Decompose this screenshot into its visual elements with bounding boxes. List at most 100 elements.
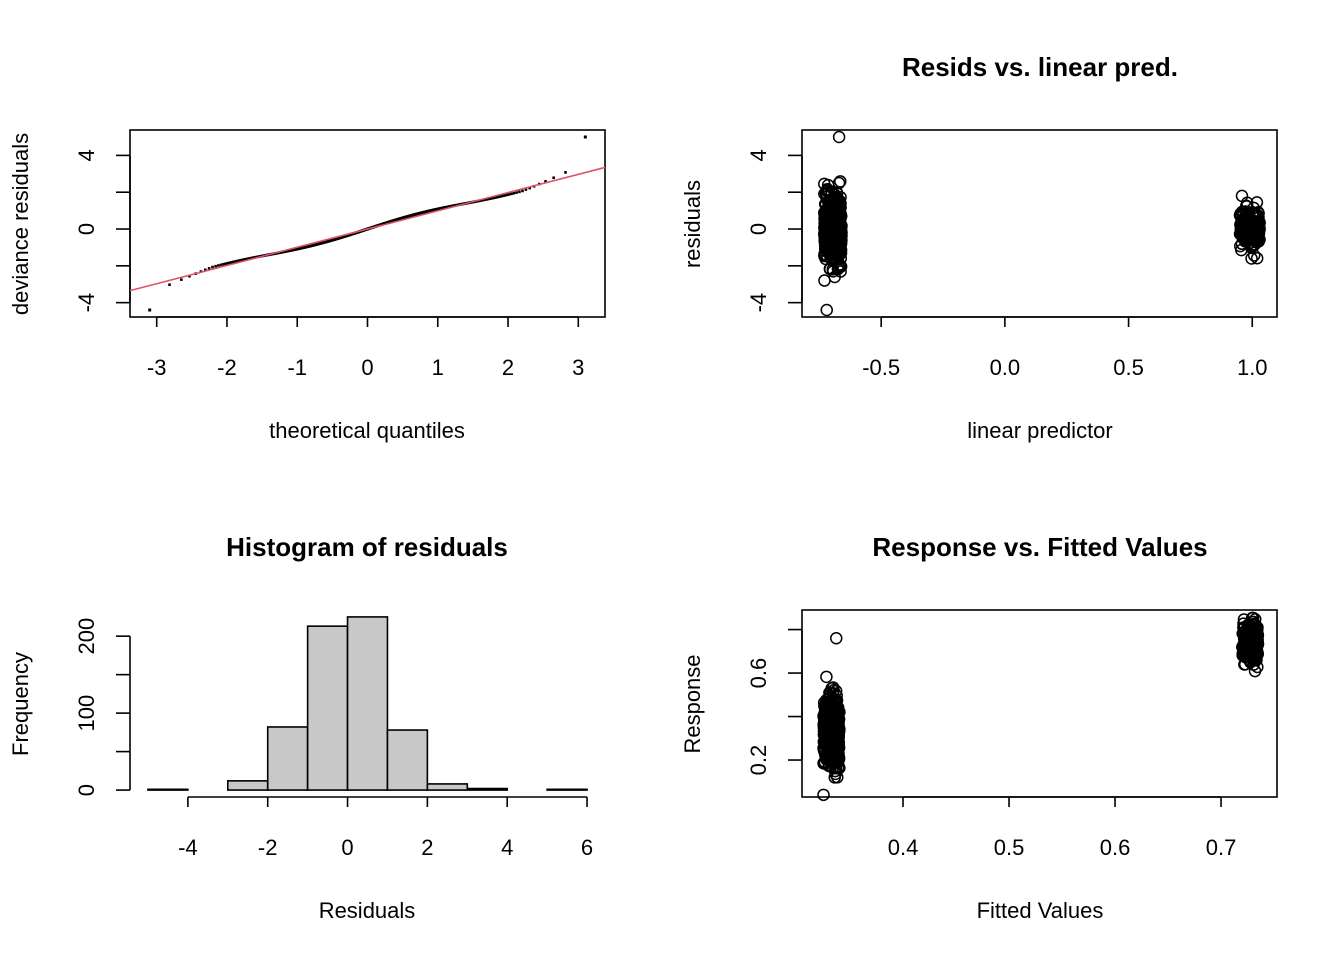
response-fitted-point <box>831 771 844 784</box>
qq-point <box>235 259 239 263</box>
histogram-bar <box>346 616 389 791</box>
response-fitted-point <box>1246 639 1259 653</box>
resid-linpred-point <box>830 186 844 199</box>
qq-point <box>232 260 235 264</box>
response-fitted-point <box>1250 621 1264 635</box>
response-fitted-x-tick-label: 0.6 <box>1100 835 1131 860</box>
qq-point <box>503 194 507 197</box>
histogram-y-tick-label: 100 <box>74 695 99 732</box>
response-fitted-point <box>820 670 833 684</box>
resid-linpred-point <box>827 192 840 205</box>
qq-point <box>528 186 532 190</box>
qq-point <box>180 278 183 281</box>
resid-linpred-point <box>832 176 846 190</box>
response-fitted-point <box>817 788 830 802</box>
histogram-bar <box>147 788 189 791</box>
resid-linpred-point <box>832 130 846 144</box>
histogram-x-tick-label: 6 <box>581 835 593 860</box>
response-fitted-y-tick-label: 0.2 <box>746 745 771 776</box>
qq-point <box>211 265 214 269</box>
histogram-bar <box>266 726 309 791</box>
response-fitted-x-tick-label: 0.4 <box>888 835 919 860</box>
resid-linpred-point <box>821 237 834 251</box>
response-fitted-point <box>1239 631 1252 645</box>
histogram-y-tick-label: 200 <box>74 618 99 655</box>
resid-linpred-point <box>824 253 838 266</box>
resid-linpred-point <box>1250 252 1264 265</box>
qq-point <box>495 195 498 199</box>
resid-linpred-point <box>1235 237 1249 251</box>
qq-ylabel: deviance residuals <box>8 133 33 315</box>
histogram-bar <box>386 729 429 791</box>
response-fitted-point <box>823 729 837 742</box>
qq-point <box>217 264 220 267</box>
resid-linpred-point <box>1244 221 1258 234</box>
qq-point <box>188 274 191 278</box>
qq-point <box>238 259 242 262</box>
resid-linpred-xlabel: linear predictor <box>967 418 1113 443</box>
qq-point <box>214 264 217 268</box>
qq-point <box>544 180 547 183</box>
qq-point <box>207 267 211 270</box>
response-fitted-point <box>1248 664 1262 678</box>
resid-linpred-point <box>834 175 847 188</box>
response-fitted-point <box>1249 612 1262 626</box>
resid-linpred-point <box>1240 196 1254 210</box>
qq-point <box>552 176 555 180</box>
qq-y-tick-label: 0 <box>74 223 99 235</box>
qq-point <box>500 194 503 198</box>
qq-point <box>515 191 518 194</box>
resid-linpred-point <box>821 249 834 263</box>
response-fitted-point <box>823 686 836 700</box>
resid-linpred-point <box>1251 229 1265 243</box>
qq-point <box>583 135 587 139</box>
resid-linpred-y-tick-label: 4 <box>746 149 771 161</box>
response-fitted-point <box>817 710 831 724</box>
resid-linpred-plot-frame <box>801 129 1278 318</box>
resid-linpred-y-tick-label: -4 <box>746 293 771 313</box>
qq-y-tick-label: -4 <box>74 293 99 313</box>
resid-linpred-y-tick-label: 0 <box>746 223 771 235</box>
qq-point <box>240 258 243 262</box>
histogram-x-tick-label: 2 <box>421 835 433 860</box>
qq-point <box>493 196 497 199</box>
resid-linpred-point <box>821 220 834 233</box>
qq-x-tick-label: 0 <box>361 355 373 380</box>
resid-linpred-point <box>818 274 831 287</box>
response-fitted-point <box>819 717 833 731</box>
qq-point <box>226 261 230 265</box>
qq-reference-line <box>129 166 606 292</box>
qq-point <box>488 197 491 201</box>
qq-x-tick-label: 2 <box>502 355 514 380</box>
resid-linpred-x-tick-label: 0.5 <box>1113 355 1144 380</box>
response-fitted-point <box>1241 651 1254 664</box>
response-fitted-point <box>822 734 836 747</box>
qq-point <box>228 261 232 265</box>
qq-point <box>241 258 245 262</box>
resid-linpred-point <box>1246 206 1259 220</box>
response-fitted-ylabel: Response <box>680 654 705 753</box>
resid-linpred-point <box>1236 214 1249 227</box>
histogram-ylabel: Frequency <box>8 652 33 756</box>
qq-point <box>518 190 521 194</box>
qq-y-tick-label: 4 <box>74 149 99 161</box>
response-fitted-point <box>820 693 833 707</box>
histogram-title: Histogram of residuals <box>226 532 508 562</box>
qq-point <box>242 258 246 261</box>
histogram-y-tick-label: 0 <box>74 784 99 796</box>
qq-point <box>512 191 516 195</box>
resid-linpred-x-tick-label: 1.0 <box>1237 355 1268 380</box>
resid-linpred-point <box>1250 196 1264 209</box>
response-fitted-title: Response vs. Fitted Values <box>872 532 1207 562</box>
histogram-bar <box>426 783 469 791</box>
histogram-bar <box>546 788 588 791</box>
qq-x-tick-label: 3 <box>572 355 584 380</box>
qq-point <box>168 283 171 287</box>
qq-point <box>222 262 225 266</box>
response-fitted-y-tick-label: 0.6 <box>746 658 771 689</box>
qq-point <box>521 189 524 193</box>
qq-point <box>508 193 511 196</box>
qq-point <box>492 196 495 200</box>
qq-x-tick-label: -3 <box>147 355 167 380</box>
qq-point <box>219 263 223 267</box>
